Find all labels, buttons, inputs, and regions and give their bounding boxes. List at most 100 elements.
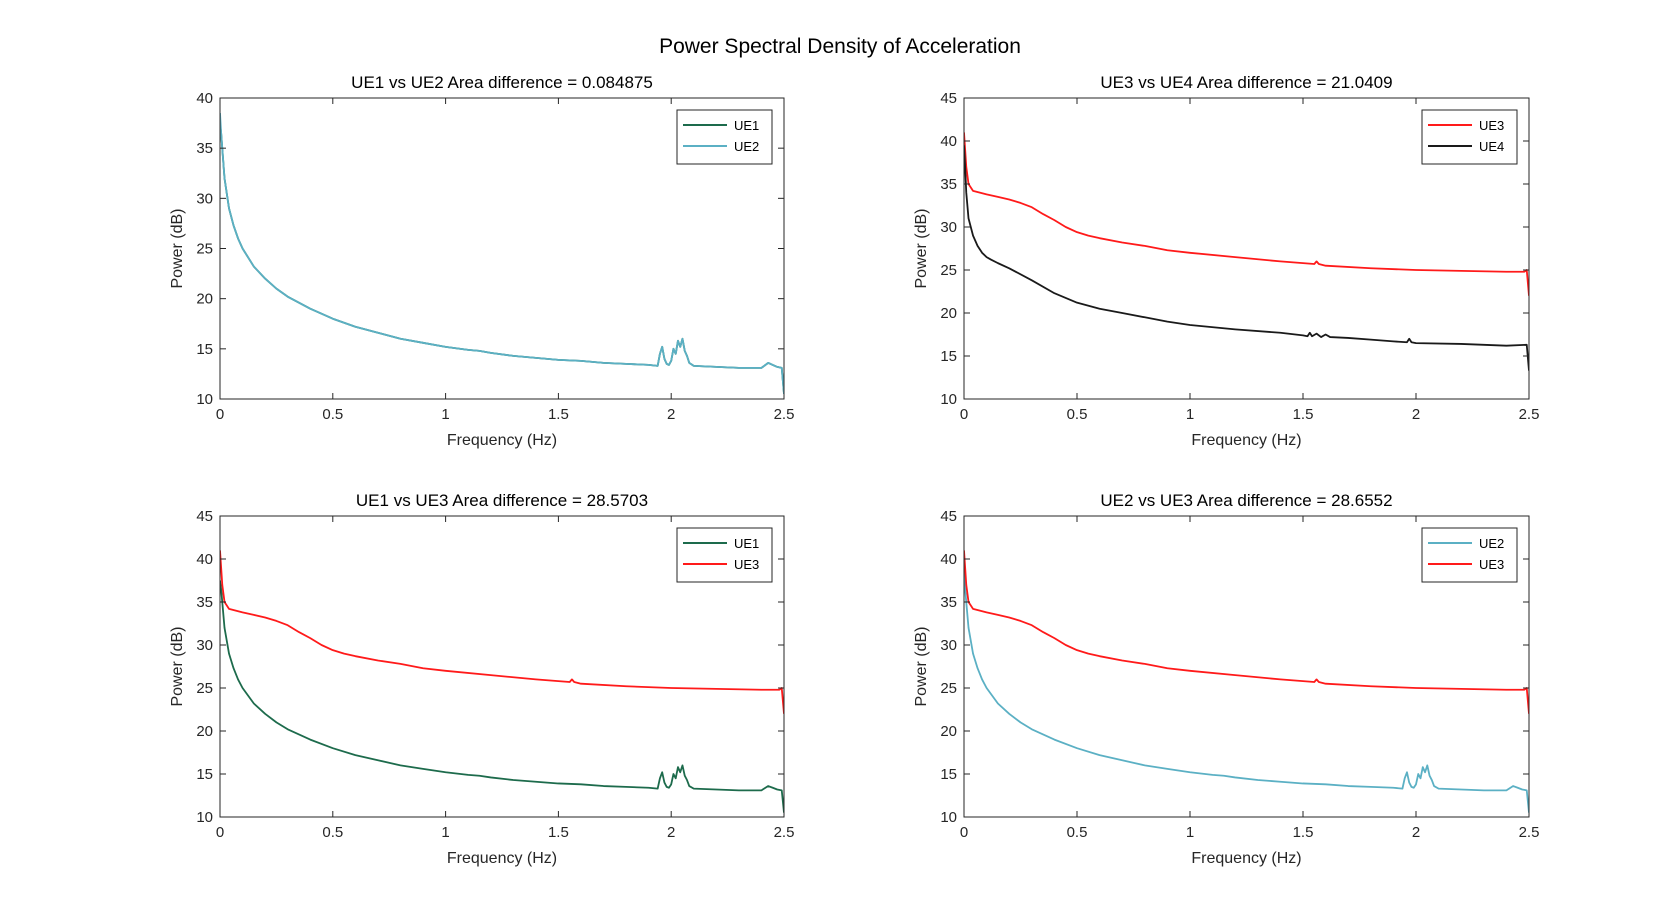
- y-tick-label: 10: [196, 809, 213, 826]
- chart-title: UE3 vs UE4 Area difference = 21.0409: [1100, 73, 1392, 92]
- legend-box: [1421, 527, 1518, 583]
- y-axis-label: Power (dB): [169, 626, 186, 706]
- figure-title: Power Spectral Density of Acceleration: [659, 35, 1021, 58]
- x-tick-label: 1.5: [1293, 824, 1314, 841]
- y-tick-label: 25: [196, 680, 213, 697]
- axes-box: [963, 97, 1530, 400]
- x-tick-label: 2.5: [774, 406, 795, 423]
- y-tick-label: 10: [196, 391, 213, 408]
- y-tick-label: 35: [196, 594, 213, 611]
- y-tick-label: 20: [196, 291, 213, 308]
- series-line-ue3: [220, 550, 784, 714]
- y-tick-label: 15: [940, 348, 957, 365]
- y-tick-label: 15: [940, 766, 957, 783]
- y-tick-label: 20: [196, 723, 213, 740]
- x-tick-label: 2: [667, 406, 675, 423]
- x-tick-label: 0: [216, 824, 224, 841]
- x-tick-label: 2: [1412, 406, 1420, 423]
- x-tick-label: 0: [216, 406, 224, 423]
- chart-title: UE1 vs UE3 Area difference = 28.5703: [356, 491, 648, 510]
- legend-box: [676, 109, 773, 165]
- y-tick-label: 20: [940, 723, 957, 740]
- y-tick-label: 40: [940, 133, 957, 150]
- legend-label-ue4: UE4: [1479, 139, 1504, 154]
- x-tick-label: 1: [441, 824, 449, 841]
- legend-box: [1421, 109, 1518, 165]
- x-axis-label: Frequency (Hz): [1191, 432, 1301, 449]
- series-line-ue4: [964, 145, 1529, 371]
- x-axis-label: Frequency (Hz): [1191, 850, 1301, 867]
- x-tick-label: 0.5: [322, 406, 343, 423]
- x-axis-label: Frequency (Hz): [447, 432, 557, 449]
- series-lines: [964, 132, 1529, 371]
- series-line-ue3: [964, 550, 1529, 714]
- x-tick-label: 1.5: [1293, 406, 1314, 423]
- legend-box: [676, 527, 773, 583]
- y-tick-label: 30: [196, 190, 213, 207]
- y-tick-label: 10: [940, 391, 957, 408]
- legend-label-ue3: UE3: [1479, 557, 1504, 572]
- x-tick-label: 2.5: [1519, 406, 1540, 423]
- y-axis-label: Power (dB): [913, 208, 930, 288]
- legend-label-ue3: UE3: [1479, 118, 1504, 133]
- y-tick-label: 25: [196, 241, 213, 258]
- x-tick-label: 2: [1412, 824, 1420, 841]
- y-tick-label: 45: [940, 508, 957, 525]
- x-tick-label: 0.5: [1067, 406, 1088, 423]
- chart-panel-1: 0 0.5 1 1.5 2 2.5 10 15 20 25 30 35 40 UE1 vs UE2 Are…: [169, 73, 794, 449]
- series-line-ue3: [964, 132, 1529, 296]
- chart-title: UE1 vs UE2 Area difference = 0.084875: [351, 73, 653, 92]
- chart-panel-3: 0 0.5 1 1.5 2 2.5 10 15 20 25 30 35 40 45 UE1 vs UE3 A…: [169, 491, 794, 867]
- y-tick-label: 45: [940, 90, 957, 107]
- chart-panel-4: 0 0.5 1 1.5 2 2.5 10 15 20 25 30 35 40 45 UE2 vs UE3 A…: [913, 491, 1539, 867]
- x-tick-label: 2.5: [1519, 824, 1540, 841]
- legend-label-ue3: UE3: [734, 557, 759, 572]
- y-tick-label: 15: [196, 766, 213, 783]
- x-tick-label: 2.5: [774, 824, 795, 841]
- x-tick-label: 1.5: [548, 824, 569, 841]
- chart-panel-2: 0 0.5 1 1.5 2 2.5 10 15 20 25 30 35 40 45 UE3 vs UE4 A…: [913, 73, 1539, 449]
- legend-label-ue1: UE1: [734, 536, 759, 551]
- axes-box: [219, 515, 785, 818]
- series-line-ue2: [220, 112, 784, 395]
- x-tick-label: 2: [667, 824, 675, 841]
- y-tick-label: 45: [196, 508, 213, 525]
- y-tick-label: 30: [196, 637, 213, 654]
- series-line-ue2: [964, 571, 1529, 813]
- x-tick-label: 0: [960, 824, 968, 841]
- x-tick-label: 0.5: [322, 824, 343, 841]
- x-tick-label: 0.5: [1067, 824, 1088, 841]
- y-tick-label: 35: [196, 140, 213, 157]
- legend-label-ue1: UE1: [734, 118, 759, 133]
- legend-label-ue2: UE2: [1479, 536, 1504, 551]
- axes-box: [963, 515, 1530, 818]
- x-tick-label: 1: [1186, 406, 1194, 423]
- series-lines: [220, 550, 784, 813]
- y-tick-label: 40: [940, 551, 957, 568]
- y-tick-label: 10: [940, 809, 957, 826]
- x-axis-label: Frequency (Hz): [447, 850, 557, 867]
- y-axis-label: Power (dB): [169, 208, 186, 288]
- y-tick-label: 30: [940, 219, 957, 236]
- y-tick-label: 15: [196, 341, 213, 358]
- x-tick-label: 1: [1186, 824, 1194, 841]
- y-axis-label: Power (dB): [913, 626, 930, 706]
- x-tick-label: 1: [441, 406, 449, 423]
- y-tick-label: 40: [196, 551, 213, 568]
- series-lines: [964, 550, 1529, 813]
- x-tick-label: 1.5: [548, 406, 569, 423]
- chart-title: UE2 vs UE3 Area difference = 28.6552: [1100, 491, 1392, 510]
- y-tick-label: 25: [940, 262, 957, 279]
- series-line-ue1: [220, 580, 784, 813]
- y-tick-label: 35: [940, 176, 957, 193]
- y-tick-label: 40: [196, 90, 213, 107]
- y-tick-label: 20: [940, 305, 957, 322]
- y-tick-label: 35: [940, 594, 957, 611]
- y-tick-label: 25: [940, 680, 957, 697]
- x-tick-label: 0: [960, 406, 968, 423]
